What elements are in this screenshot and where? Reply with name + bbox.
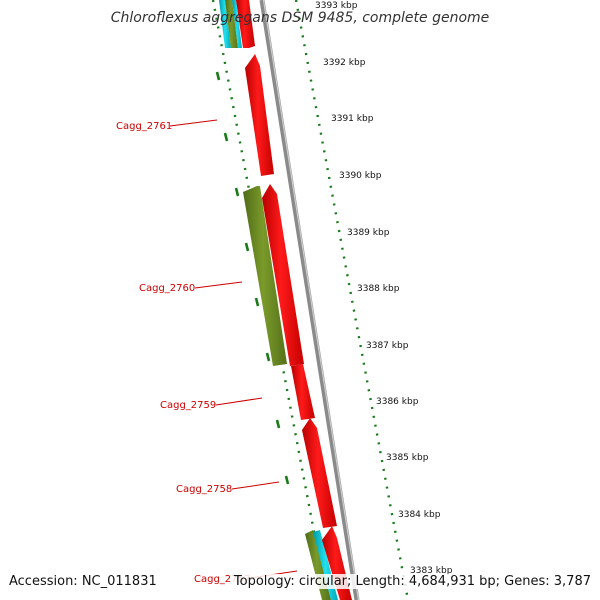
tick-label-3388: 3388 kbp	[357, 284, 400, 294]
gene-arrow-olive	[243, 186, 287, 366]
gene-arrow-cagg-2758	[302, 418, 337, 528]
outer-dotted-ring	[294, 0, 410, 600]
genome-summary: Topology: circular; Length: 4,684,931 bp…	[231, 574, 593, 589]
tick-label-3392: 3392 kbp	[323, 58, 366, 68]
tick-label-3385: 3385 kbp	[386, 453, 429, 463]
gene-label-cagg-2759: Cagg_2759	[160, 400, 216, 411]
inner-ring-dashes	[215, 71, 290, 485]
gene-label-cagg-2760: Cagg_2760	[139, 283, 195, 294]
gene-arrow-cagg-2759	[291, 364, 315, 420]
gene-label-cagg-2757: Cagg_2757	[194, 574, 250, 585]
gene-arrow-top	[236, 0, 255, 48]
tick-label-3393: 3393 kbp	[315, 1, 358, 11]
tick-label-3386: 3386 kbp	[376, 397, 419, 407]
gene-segment-cyan-top-2	[232, 0, 242, 48]
gene-label-cagg-2761: Cagg_2761	[116, 121, 172, 132]
gene-label-cagg-2758: Cagg_2758	[176, 484, 232, 495]
map-title: Chloroflexus aggregans DSM 9485, complet…	[110, 10, 490, 26]
tick-label-3391: 3391 kbp	[331, 114, 374, 124]
gene-segment-olive-top	[225, 0, 238, 48]
genome-backbone	[259, 0, 360, 600]
gene-arrow-cagg-2760	[262, 184, 304, 366]
tick-label-3383: 3383 kbp	[410, 566, 453, 576]
tick-label-3389: 3389 kbp	[347, 228, 390, 238]
tick-label-3387: 3387 kbp	[366, 341, 409, 351]
gene-segment-cyan-top	[219, 0, 231, 48]
gene-arrow-cagg-2761	[245, 54, 274, 176]
tick-label-3390: 3390 kbp	[339, 171, 382, 181]
accession-info: Accession: NC_011831	[7, 574, 159, 589]
tick-label-3384: 3384 kbp	[398, 510, 441, 520]
